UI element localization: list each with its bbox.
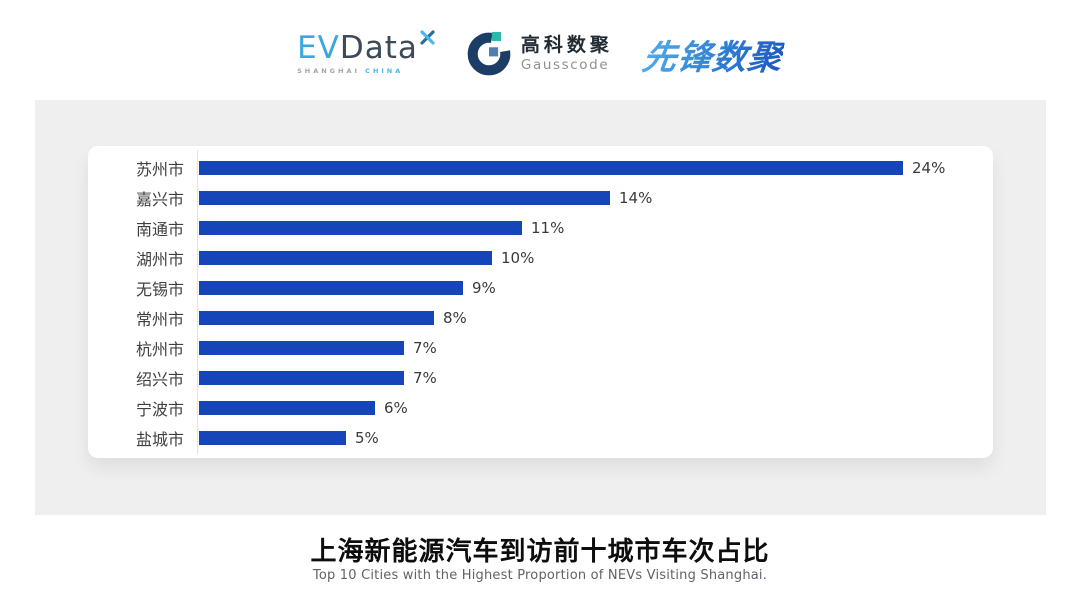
evdata-x-icon <box>420 30 435 45</box>
bar-row: 绍兴市 7% <box>88 363 993 393</box>
bar-value-label: 8% <box>443 309 467 327</box>
bar-value-label: 7% <box>413 369 437 387</box>
bar-category-label: 无锡市 <box>135 280 184 299</box>
bar <box>199 221 522 235</box>
bar-row: 嘉兴市 14% <box>88 183 993 213</box>
bar-row: 杭州市 7% <box>88 333 993 363</box>
bar <box>199 281 463 295</box>
bar-category-label: 绍兴市 <box>135 370 184 389</box>
bar-row: 南通市 11% <box>88 213 993 243</box>
evdata-wordmark: EV Data <box>297 30 436 66</box>
bar-category-label: 湖州市 <box>135 250 184 269</box>
header-logos: EV Data SHANGHAI CHINA 高科数聚 Gausscode <box>0 24 1080 84</box>
bar-row: 宁波市 6% <box>88 393 993 423</box>
bar <box>199 341 404 355</box>
bar-value-label: 6% <box>384 399 408 417</box>
bar-category-label: 盐城市 <box>135 430 184 449</box>
bar <box>199 161 903 175</box>
evdata-tagline-shanghai: SHANGHAI <box>297 67 360 75</box>
gausscode-g-icon <box>467 31 511 76</box>
bar <box>199 251 492 265</box>
bar-category-label: 杭州市 <box>135 340 184 359</box>
chart-title: 上海新能源汽车到访前十城市车次占比 <box>310 537 770 567</box>
evdata-ev-text: EV <box>297 30 340 66</box>
chart-card: 苏州市 24% 嘉兴市 14% 南通市 11% 湖州市 10% 无锡市 9% 常州市 8% 杭州市 7% 绍… <box>88 146 993 458</box>
bar-category-label: 南通市 <box>135 220 184 239</box>
bar-chart: 苏州市 24% 嘉兴市 14% 南通市 11% 湖州市 10% 无锡市 9% 常州市 8% 杭州市 7% 绍… <box>88 146 993 453</box>
evdata-tagline: SHANGHAI CHINA <box>297 67 403 75</box>
bar <box>199 401 375 415</box>
gausscode-chinese-name: 高科数聚 <box>520 33 613 56</box>
bar-value-label: 10% <box>501 249 535 267</box>
pioneer-logo: 先锋数聚 <box>639 30 786 79</box>
bar-row: 常州市 8% <box>88 303 993 333</box>
evdata-logo: EV Data SHANGHAI CHINA <box>297 30 436 75</box>
bar-category-label: 宁波市 <box>135 400 184 419</box>
bar-row: 盐城市 5% <box>88 423 993 453</box>
gausscode-text: 高科数聚 Gausscode <box>520 33 613 73</box>
bar-value-label: 9% <box>472 279 496 297</box>
bar-category-label: 嘉兴市 <box>135 190 184 209</box>
gausscode-logo: 高科数聚 Gausscode <box>466 31 613 77</box>
gausscode-english-name: Gausscode <box>520 56 610 73</box>
chart-subtitle: Top 10 Cities with the Highest Proportio… <box>312 568 768 583</box>
bar <box>199 191 610 205</box>
bar <box>199 371 404 385</box>
bar-value-label: 24% <box>912 159 946 177</box>
evdata-tagline-china: CHINA <box>365 67 404 75</box>
bar-value-label: 5% <box>355 429 379 447</box>
bar-category-label: 苏州市 <box>135 160 184 179</box>
bar-row: 无锡市 9% <box>88 273 993 303</box>
bar-row: 湖州市 10% <box>88 243 993 273</box>
bar-value-label: 7% <box>413 339 437 357</box>
bar-row: 苏州市 24% <box>88 153 993 183</box>
bar-value-label: 14% <box>619 189 653 207</box>
bar <box>199 311 434 325</box>
chart-panel: 苏州市 24% 嘉兴市 14% 南通市 11% 湖州市 10% 无锡市 9% 常州市 8% 杭州市 7% 绍… <box>35 100 1046 515</box>
bar-category-label: 常州市 <box>135 310 184 329</box>
evdata-data-text: Data <box>339 30 418 66</box>
bar <box>199 431 346 445</box>
bar-value-label: 11% <box>531 219 565 237</box>
y-axis-line <box>197 150 198 454</box>
